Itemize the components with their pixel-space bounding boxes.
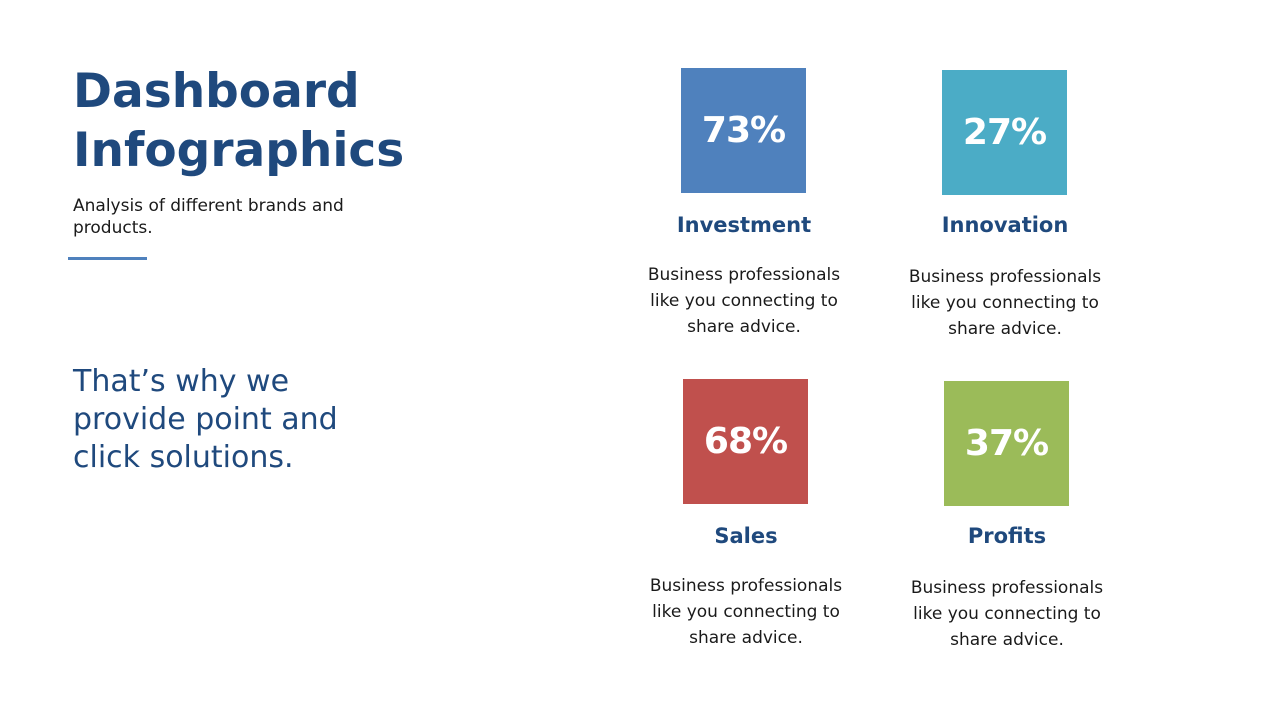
- kpi-tile-profits: 37%: [944, 381, 1069, 506]
- title-line-1: Dashboard: [73, 64, 360, 119]
- kpi-description-sales: Business professionals like you connecti…: [649, 576, 843, 648]
- kpi-label-profits: Profits: [967, 524, 1047, 548]
- kpi-tile-innovation: 27%: [942, 70, 1067, 195]
- kpi-value-profits: 37%: [964, 423, 1049, 464]
- kpi-value-investment: 73%: [701, 110, 786, 151]
- kpi-description-investment: Business professionals like you connecti…: [647, 265, 841, 337]
- page-title: Dashboard Infographics: [73, 62, 473, 180]
- kpi-tile-investment: 73%: [681, 68, 806, 193]
- page-subtitle: Analysis of different brands and product…: [73, 196, 344, 238]
- kpi-label-sales: Sales: [714, 524, 778, 548]
- tagline: That’s why we provide point and click so…: [73, 364, 338, 475]
- kpi-label-innovation: Innovation: [941, 213, 1069, 237]
- title-line-2: Infographics: [73, 123, 405, 178]
- kpi-label-investment: Investment: [676, 213, 812, 237]
- accent-divider: [68, 257, 147, 260]
- kpi-tile-sales: 68%: [683, 379, 808, 504]
- kpi-value-sales: 68%: [703, 421, 788, 462]
- kpi-description-profits: Business professionals like you connecti…: [910, 578, 1104, 650]
- kpi-description-innovation: Business professionals like you connecti…: [908, 267, 1102, 339]
- kpi-value-innovation: 27%: [962, 112, 1047, 153]
